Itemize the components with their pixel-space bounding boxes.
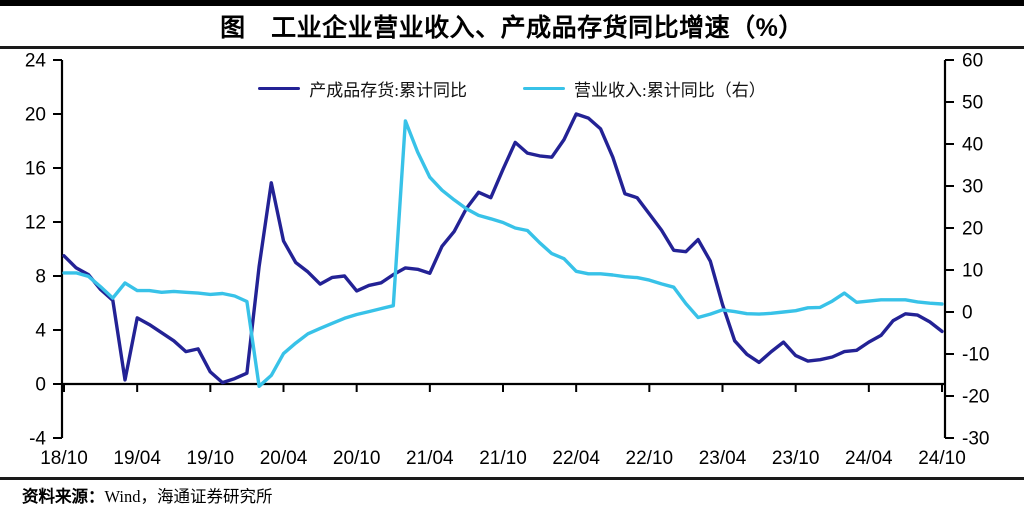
svg-text:12: 12 [25, 213, 46, 234]
svg-text:4: 4 [35, 321, 46, 342]
svg-text:20: 20 [25, 105, 46, 126]
svg-text:16: 16 [25, 159, 46, 180]
svg-text:20: 20 [962, 219, 983, 240]
svg-text:24/04: 24/04 [845, 448, 893, 469]
svg-text:23/04: 23/04 [699, 448, 747, 469]
svg-text:21/04: 21/04 [406, 448, 454, 469]
legend-item-revenue: 营业收入:累计同比（右） [523, 76, 766, 101]
svg-text:24: 24 [25, 51, 47, 72]
svg-text:-10: -10 [962, 345, 989, 366]
svg-text:22/04: 22/04 [552, 448, 600, 469]
legend-label-revenue: 营业收入:累计同比（右） [574, 81, 766, 100]
svg-text:-30: -30 [962, 429, 989, 450]
svg-text:23/10: 23/10 [772, 448, 820, 469]
svg-text:24/10: 24/10 [918, 448, 966, 469]
title-divider [0, 46, 1024, 49]
legend-item-inventory: 产成品存货:累计同比 [258, 76, 467, 101]
svg-text:50: 50 [962, 93, 983, 114]
footer-divider [0, 477, 1024, 480]
svg-text:20/10: 20/10 [333, 448, 381, 469]
svg-text:20/04: 20/04 [260, 448, 308, 469]
legend-line-swatch-inventory [258, 86, 301, 91]
svg-text:60: 60 [962, 51, 983, 72]
legend-label-inventory: 产成品存货:累计同比 [309, 81, 467, 100]
source-prefix: 资料来源： [22, 487, 105, 506]
source-text: Wind，海通证券研究所 [104, 487, 273, 506]
svg-text:-20: -20 [962, 387, 989, 408]
svg-text:30: 30 [962, 177, 983, 198]
legend-line-swatch-revenue [523, 86, 565, 91]
source-note: 资料来源：Wind，海通证券研究所 [22, 483, 273, 507]
svg-text:19/04: 19/04 [113, 448, 161, 469]
svg-text:8: 8 [35, 267, 46, 288]
svg-text:10: 10 [962, 261, 983, 282]
chart-legend: 产成品存货:累计同比 营业收入:累计同比（右） [0, 76, 1024, 101]
svg-text:0: 0 [962, 303, 973, 324]
svg-text:21/10: 21/10 [479, 448, 527, 469]
figure-title: 图 工业企业营业收入、产成品存货同比增速（%） [220, 14, 804, 42]
svg-text:0: 0 [35, 375, 46, 396]
svg-text:18/10: 18/10 [40, 448, 88, 469]
svg-text:19/10: 19/10 [187, 448, 235, 469]
top-rule [0, 0, 1024, 6]
svg-text:-4: -4 [29, 429, 46, 450]
svg-text:40: 40 [962, 135, 983, 156]
svg-text:22/10: 22/10 [626, 448, 674, 469]
